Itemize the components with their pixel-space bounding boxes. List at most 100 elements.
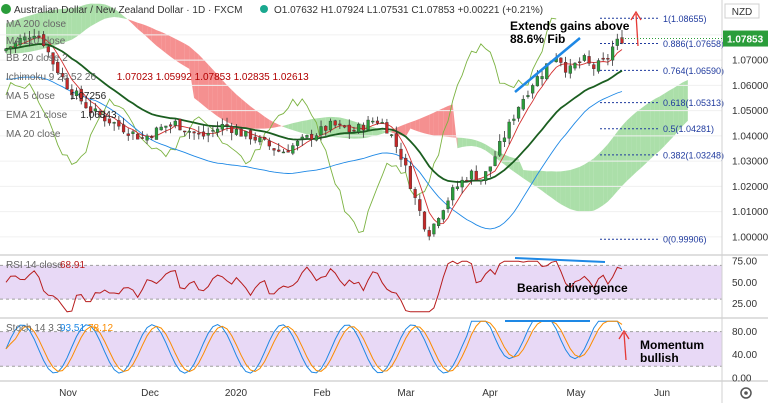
cloud-segment [622, 120, 627, 187]
cloud-segment [132, 21, 138, 29]
candle-body [620, 37, 624, 44]
candle-body [173, 120, 177, 126]
stoch-tick-label: 0.00 [732, 373, 752, 384]
cloud-segment [424, 114, 430, 135]
momentum-arrow-icon [623, 332, 627, 361]
legend-item-label: MA 200 close [6, 19, 66, 30]
fibonacci-levels: 1(1.08655) 0.886(1.07658) 0.764(1.06590) 0.… [600, 14, 724, 245]
legend-item-label: Ichimoku 9 26 52 26 [6, 72, 96, 83]
candle-body [310, 133, 314, 140]
candle-body [422, 211, 427, 230]
legend-item-label: MA 20 close [6, 129, 61, 140]
cloud-segment [349, 119, 354, 139]
cloud-segment [415, 118, 420, 132]
candle-body [253, 136, 257, 141]
candle-body [455, 186, 460, 189]
candle-body [610, 46, 615, 61]
cloud-segment [57, 8, 63, 45]
x-tick-label: Jun [654, 388, 670, 399]
candlesticks [4, 28, 624, 241]
candle-body [286, 150, 290, 153]
candle-body [164, 125, 168, 128]
candle-body [42, 34, 46, 46]
candle-body [89, 106, 93, 114]
candle-body [131, 131, 135, 134]
cloud-segment [241, 98, 246, 128]
candle-body [498, 141, 502, 156]
legend-item-value: 1.07256 [70, 91, 107, 102]
cloud-segment [109, 6, 115, 18]
cloud-segment [250, 106, 256, 129]
candle-body [248, 130, 253, 140]
symbol-logo-icon [1, 4, 11, 14]
price-tick-label: 1.01000 [732, 207, 768, 218]
candle-body [187, 131, 191, 133]
price-tick-label: 1.00000 [732, 232, 768, 243]
candle-body [206, 133, 210, 136]
legend-item-label: MA 5 close [6, 91, 55, 102]
cloud-segment [231, 89, 237, 127]
cloud-segment [678, 82, 684, 131]
cloud-segment [645, 101, 651, 164]
cloud-segment [114, 8, 119, 18]
cloud-segment [6, 21, 11, 54]
candle-body [460, 179, 464, 188]
candle-body [432, 223, 436, 235]
candle-body [145, 135, 149, 141]
candle-body [18, 38, 22, 46]
candle-body [408, 165, 413, 189]
candle-body [239, 128, 243, 137]
ohlc-readout: O1.07632 H1.07924 L1.07531 C1.07853 +0.0… [274, 5, 543, 16]
price-annotation-line1: Extends gains above [510, 19, 630, 33]
candle-body [512, 118, 516, 121]
indicator-legend[interactable]: MA 200 close MA 110 close BB 20 close 2 Ich… [6, 19, 309, 140]
candle-body [479, 179, 483, 182]
stoch-tick-label: 40.00 [732, 350, 757, 361]
cloud-segment [448, 104, 453, 138]
cloud-segment [589, 158, 594, 212]
candle-body [168, 124, 173, 127]
cloud-segment [53, 9, 58, 47]
candle-body [46, 46, 50, 53]
up-arrow-icon [635, 13, 639, 47]
price-annotation-line2: 88.6% Fib [510, 32, 565, 46]
candle-body [606, 58, 610, 60]
rsi-tick-label: 25.00 [732, 299, 757, 310]
cloud-segment [603, 144, 608, 206]
cloud-segment [518, 159, 524, 179]
cloud-segment [227, 85, 232, 125]
candle-body [234, 128, 239, 135]
fib-label: 0.764(1.06590) [663, 66, 724, 76]
currency-label: NZD [732, 7, 753, 18]
cloud-segment [104, 4, 110, 19]
candle-body [150, 136, 154, 138]
candle-body [79, 88, 83, 102]
cloud-segment [593, 154, 599, 211]
cloud-segment [438, 108, 444, 137]
candle-body [295, 140, 300, 146]
candle-body [361, 124, 365, 131]
cloud-segment [683, 79, 688, 126]
rsi-tick-label: 75.00 [732, 257, 757, 268]
candle-body [93, 108, 97, 112]
stoch-band [0, 331, 722, 367]
cloud-segment [264, 116, 270, 129]
cloud-segment [306, 119, 312, 135]
cloud-segment [76, 6, 82, 37]
settings-gear-icon[interactable] [740, 387, 752, 399]
candle-body [578, 61, 582, 63]
candle-body [559, 57, 563, 63]
stoch-k-line [5, 320, 623, 374]
candle-body [324, 125, 328, 131]
cloud-segment [433, 110, 439, 137]
candle-body [126, 133, 130, 136]
cloud-segment [95, 3, 101, 24]
cloud-segment [118, 12, 124, 19]
cloud-segment [222, 79, 228, 123]
candle-body [375, 120, 380, 124]
candle-body [281, 151, 286, 154]
cloud-segment [161, 31, 166, 54]
up-arrow-head-icon [630, 10, 642, 21]
cloud-segment [128, 19, 133, 25]
